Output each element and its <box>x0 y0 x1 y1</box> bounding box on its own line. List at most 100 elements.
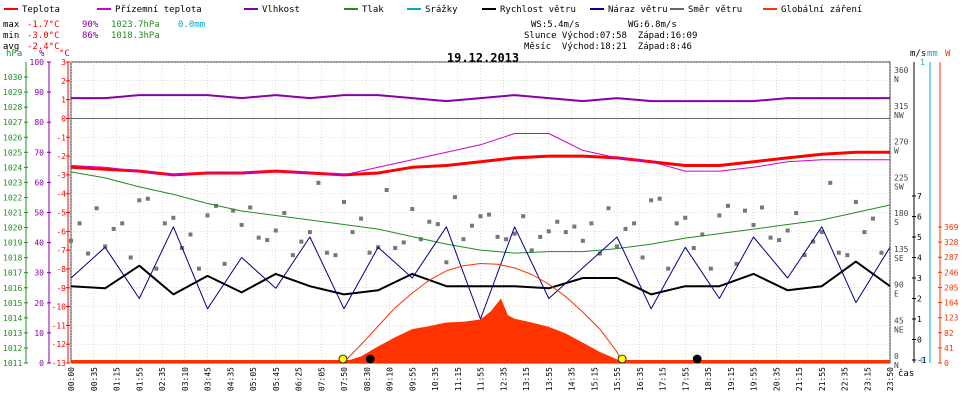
unit-ms: m/s <box>910 49 926 59</box>
series-tlak <box>70 171 891 254</box>
wind-direction-point <box>538 234 543 239</box>
x-tick-label: 11:15 <box>454 367 463 391</box>
stats-min-hum: 86% <box>82 31 99 41</box>
wind-direction-point <box>401 240 406 245</box>
rain-tick: 1 <box>920 58 925 67</box>
wind-direction-point <box>307 230 312 235</box>
x-tick-label: 06:25 <box>295 367 304 391</box>
legend-item: Náraz větru <box>590 5 668 15</box>
temperature-tick: -9 <box>56 284 66 293</box>
wind-direction-point <box>504 237 509 242</box>
temperature-tick: -1 <box>56 133 66 142</box>
wind-direction-point <box>128 255 133 260</box>
moon-times: Měsíc Východ:18:21 Západ:8:46 <box>524 42 692 52</box>
wind-dir-tick-label: NW <box>894 111 904 120</box>
temperature-tick: 2 <box>61 77 66 86</box>
wind-direction-point <box>316 180 321 185</box>
temperature-tick: -11 <box>52 321 67 330</box>
wind-direction-point <box>683 215 688 220</box>
wind-direction-point <box>384 187 389 192</box>
temperature-tick: -8 <box>56 265 66 274</box>
wind-direction-point <box>529 248 534 253</box>
wind-direction-point <box>495 234 500 239</box>
legend-item: Přízemní teplota <box>97 5 202 15</box>
wind-info: WS:5.4m/s WG:6.8m/s Slunce Východ:07:58 … <box>524 20 697 52</box>
x-tick-label: 02:35 <box>158 367 167 391</box>
wind-direction-point <box>853 199 858 204</box>
pressure-tick: 1014 <box>3 314 22 323</box>
wind-direction-point <box>640 255 645 260</box>
wind-direction-point <box>478 214 483 219</box>
wind-dir-tick-deg: 135 <box>894 245 909 254</box>
x-tick-label: 17:55 <box>681 367 690 391</box>
wind-dir-tick-deg: 180 <box>894 209 909 218</box>
legend-label: Tlak <box>362 5 384 15</box>
legend-label: Srážky <box>425 5 458 15</box>
unit-cas: čas <box>898 368 914 379</box>
stats-min-temp: -3.0°C <box>27 31 60 41</box>
wind-dir-tick-label: N <box>894 75 899 84</box>
wind-direction-point <box>120 221 125 226</box>
wind-direction-point <box>862 230 867 235</box>
stats-min-press: 1018.3hPa <box>111 31 160 41</box>
wind-direction-point <box>418 237 423 242</box>
wind-direction-point <box>717 213 722 218</box>
wind-speed-tick: 4 <box>917 254 922 263</box>
wind-direction-point <box>461 237 466 242</box>
x-tick-label: 01:55 <box>135 367 144 391</box>
wind-direction-point <box>580 238 585 243</box>
pressure-tick: 1023 <box>3 178 22 187</box>
stats-block: max -1.7°C 90% 1023.7hPa 0.0mm min -3.0°… <box>3 20 205 52</box>
wind-direction-point <box>879 250 884 255</box>
wind-direction-point <box>393 245 398 250</box>
legend-label: Globální záření <box>781 5 862 15</box>
wind-direction-point <box>324 250 329 255</box>
x-tick-label: 19:55 <box>750 367 759 391</box>
wind-direction-point <box>725 203 730 208</box>
legend-item: Vlhkost <box>244 5 300 15</box>
series-rychlost-v-tru <box>70 260 891 296</box>
radiation-tick: 164 <box>944 299 959 308</box>
wind-direction-point <box>273 228 278 233</box>
legend-label: Teplota <box>22 5 60 15</box>
chart-title: 19.12.2013 <box>447 51 519 65</box>
wind-direction-point <box>86 251 91 256</box>
wind-direction-point <box>359 216 364 221</box>
event-sunset <box>617 354 627 364</box>
x-tick-label: 18:35 <box>704 367 713 391</box>
wind-speed-tick: 2 <box>917 295 922 304</box>
pressure-tick: 1022 <box>3 193 22 202</box>
temperature-tick: -4 <box>56 190 66 199</box>
wind-direction-point <box>350 230 355 235</box>
stats-max-label: max <box>3 20 20 30</box>
legend-label: Směr větru <box>688 5 742 15</box>
radiation-tick: 82 <box>944 329 954 338</box>
pressure-tick: 1021 <box>3 209 22 218</box>
wind-dir-tick-deg: 90 <box>894 281 904 290</box>
radiation-tick: 287 <box>944 253 959 262</box>
pressure-tick: 1018 <box>3 254 22 263</box>
unit-pct: % <box>39 49 45 59</box>
legend-label: Náraz větru <box>608 5 668 15</box>
event-sunrise <box>338 354 348 364</box>
wind-direction-point <box>649 198 654 203</box>
wind-direction-point <box>77 221 82 226</box>
radiation-tick: 0 <box>944 359 949 368</box>
wind-direction-point <box>299 239 304 244</box>
radiation-tick: 246 <box>944 268 959 277</box>
radiation-tick: 123 <box>944 314 959 323</box>
temperature-tick: -7 <box>56 246 66 255</box>
wind-dir-tick-deg: 360 <box>894 66 909 75</box>
wind-direction-point <box>282 211 287 216</box>
grid <box>70 61 891 364</box>
wind-direction-point <box>794 211 799 216</box>
x-tick-label: 05:45 <box>272 367 281 391</box>
wind-dir-tick-deg: 0 <box>894 352 899 361</box>
x-tick-label: 01:15 <box>113 367 122 391</box>
wind-direction-point <box>145 196 150 201</box>
pressure-tick: 1011 <box>3 359 22 368</box>
wind-direction-point <box>742 208 747 213</box>
wind-direction-point <box>231 208 236 213</box>
wind-speed-tick: 1 <box>917 315 922 324</box>
wind-direction-point <box>521 214 526 219</box>
